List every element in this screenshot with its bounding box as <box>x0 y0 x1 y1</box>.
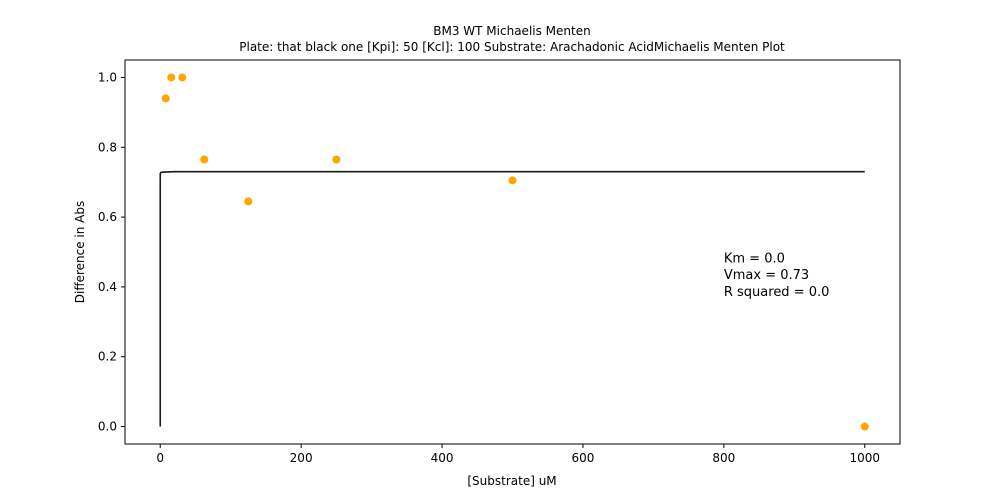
y-tick-label: 0.6 <box>98 210 117 224</box>
x-tick-label: 800 <box>712 451 735 465</box>
x-axis: 0 200 400 600 800 1000 <box>156 444 880 465</box>
y-tick-label: 0.0 <box>98 420 117 434</box>
data-point <box>860 422 869 431</box>
x-tick-label: 200 <box>290 451 313 465</box>
plot-content <box>159 73 869 431</box>
chart-title: BM3 WT Michaelis Menten <box>433 24 590 38</box>
annotations: Km = 0.0 Vmax = 0.73 R squared = 0.0 <box>724 251 830 300</box>
fit-annotation: R squared = 0.0 <box>724 285 830 300</box>
y-axis-label: Difference in Abs <box>73 201 87 304</box>
y-tick-label: 1.0 <box>98 70 117 84</box>
y-axis: 0.0 0.2 0.4 0.6 0.8 1.0 <box>98 70 125 434</box>
data-point <box>508 176 517 185</box>
data-point <box>244 197 253 206</box>
x-tick-label: 600 <box>572 451 595 465</box>
fit-annotation: Km = 0.0 <box>724 251 785 266</box>
chart-subtitle: Plate: that black one [Kpi]: 50 [Kcl]: 1… <box>239 40 785 54</box>
data-point <box>161 94 170 103</box>
data-point <box>332 155 341 164</box>
data-point <box>167 73 176 82</box>
data-point <box>200 155 209 164</box>
x-tick-label: 1000 <box>849 451 880 465</box>
x-tick-label: 400 <box>431 451 454 465</box>
x-axis-label: [Substrate] uM <box>467 474 556 488</box>
fit-annotation: Vmax = 0.73 <box>724 268 809 283</box>
data-point <box>178 73 187 82</box>
y-tick-label: 0.8 <box>98 140 117 154</box>
x-tick-label: 0 <box>156 451 164 465</box>
plot-frame <box>124 59 901 445</box>
y-tick-label: 0.2 <box>98 350 117 364</box>
y-tick-label: 0.4 <box>98 280 117 294</box>
fit-line <box>159 170 865 427</box>
